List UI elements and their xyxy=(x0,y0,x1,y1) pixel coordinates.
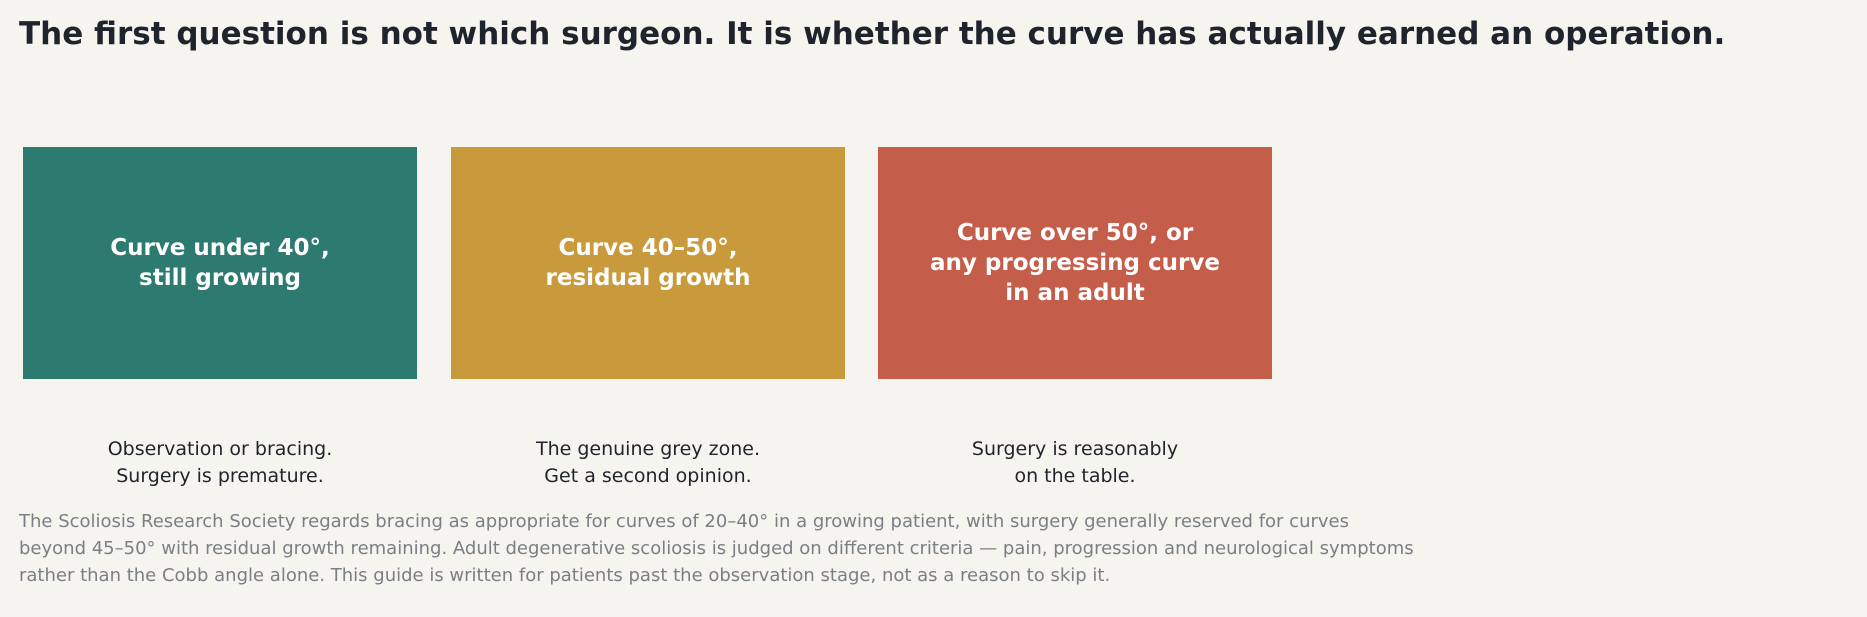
card-caption-over-50: Surgery is reasonably on the table. xyxy=(971,438,1179,487)
card-over-50: Curve over 50°, or any progressing curve… xyxy=(878,147,1272,379)
card-40-50: Curve 40–50°, residual growth xyxy=(451,147,845,379)
card-label: Curve over 50°, or any progressing curve… xyxy=(930,220,1220,306)
card-caption-under-40: Observation or bracing. Surgery is prema… xyxy=(107,438,333,487)
card-under-40: Curve under 40°, still growing xyxy=(23,147,417,379)
card-caption-40-50: The genuine grey zone. Get a second opin… xyxy=(535,438,761,487)
card-label: Curve 40–50°, residual growth xyxy=(545,235,751,291)
page-title: The first question is not which surgeon.… xyxy=(19,16,1726,52)
footnote: The Scoliosis Research Society regards b… xyxy=(19,511,1414,586)
card-label: Curve under 40°, still growing xyxy=(110,235,330,291)
